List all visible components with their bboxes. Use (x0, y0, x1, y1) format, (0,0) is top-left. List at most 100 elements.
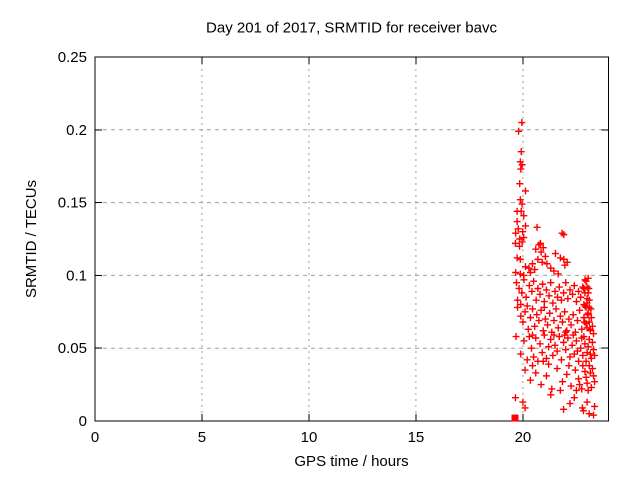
data-point (556, 386, 564, 394)
data-point (539, 327, 547, 335)
data-point (575, 357, 583, 365)
data-points (511, 119, 599, 422)
data-point (570, 282, 578, 290)
data-point (534, 285, 542, 293)
data-point (521, 308, 529, 316)
data-point (520, 212, 528, 220)
data-point (529, 305, 537, 313)
data-point (541, 252, 549, 260)
data-point (590, 330, 598, 338)
data-point (561, 331, 569, 339)
data-point (542, 372, 550, 380)
data-point (530, 353, 538, 361)
data-point (580, 285, 588, 293)
data-point (562, 346, 570, 354)
y-axis-label: SRMTID / TECUs (23, 180, 40, 298)
data-point (587, 314, 595, 322)
data-point (565, 362, 573, 370)
data-point (585, 296, 593, 304)
data-point (569, 311, 577, 319)
data-point (535, 317, 543, 325)
data-point (540, 303, 548, 311)
data-point (573, 317, 581, 325)
data-point (563, 370, 571, 378)
data-point (525, 333, 533, 341)
data-point (576, 306, 584, 314)
data-point (515, 127, 523, 135)
data-point (558, 229, 566, 237)
data-point (583, 379, 591, 387)
data-point (561, 261, 569, 269)
data-point (562, 279, 570, 287)
data-point (518, 238, 526, 246)
data-point (526, 268, 534, 276)
x-tick-label: 0 (91, 429, 99, 446)
data-point (584, 274, 592, 282)
plot-border (94, 56, 609, 422)
y-tick-label: 0.15 (58, 195, 87, 212)
data-point (526, 376, 534, 384)
data-point (567, 321, 575, 329)
data-point (553, 347, 561, 355)
data-point (533, 311, 541, 319)
data-point (557, 296, 565, 304)
axis-ticks (94, 56, 609, 422)
data-point (554, 324, 562, 332)
data-point (591, 402, 599, 410)
x-axis-label: GPS time / hours (294, 453, 408, 470)
data-point (540, 331, 548, 339)
data-point (517, 312, 525, 320)
data-point (547, 279, 555, 287)
data-point (516, 196, 524, 204)
data-point (513, 254, 521, 262)
data-point (519, 318, 527, 326)
x-tick-label: 20 (515, 429, 532, 446)
data-point (544, 321, 552, 329)
data-point (554, 293, 562, 301)
data-point (528, 287, 536, 295)
data-point (520, 276, 528, 284)
data-point (539, 244, 547, 252)
data-point (548, 385, 556, 393)
data-point (534, 255, 542, 263)
data-point (526, 314, 534, 322)
data-point (550, 267, 558, 275)
data-point (583, 349, 591, 357)
data-point (514, 225, 522, 233)
data-point (527, 344, 535, 352)
data-point (533, 223, 541, 231)
data-point (513, 218, 521, 226)
data-point (523, 302, 531, 310)
data-point (516, 270, 524, 278)
data-point (581, 367, 589, 375)
data-point (582, 303, 590, 311)
data-point (539, 280, 547, 288)
data-point (578, 385, 586, 393)
data-point (529, 331, 537, 339)
data-point (517, 148, 525, 156)
data-point (520, 234, 528, 242)
data-point (536, 290, 544, 298)
data-point (518, 200, 526, 208)
y-tick-label: 0.25 (58, 49, 87, 66)
data-point (591, 351, 599, 359)
data-point (537, 248, 545, 256)
data-point (584, 386, 592, 394)
data-point (538, 349, 546, 357)
data-point (522, 293, 530, 301)
data-point (529, 362, 537, 370)
data-point (590, 346, 598, 354)
y-tick-label: 0.2 (66, 122, 87, 139)
data-point (584, 311, 592, 319)
data-point (532, 296, 540, 304)
data-point (512, 229, 520, 237)
data-point (572, 298, 580, 306)
data-point (571, 366, 579, 374)
data-point (564, 295, 572, 303)
data-point (529, 260, 537, 268)
data-point (582, 357, 590, 365)
data-point (581, 318, 589, 326)
x-tick-labels: 0 5 10 15 20 (91, 429, 531, 446)
